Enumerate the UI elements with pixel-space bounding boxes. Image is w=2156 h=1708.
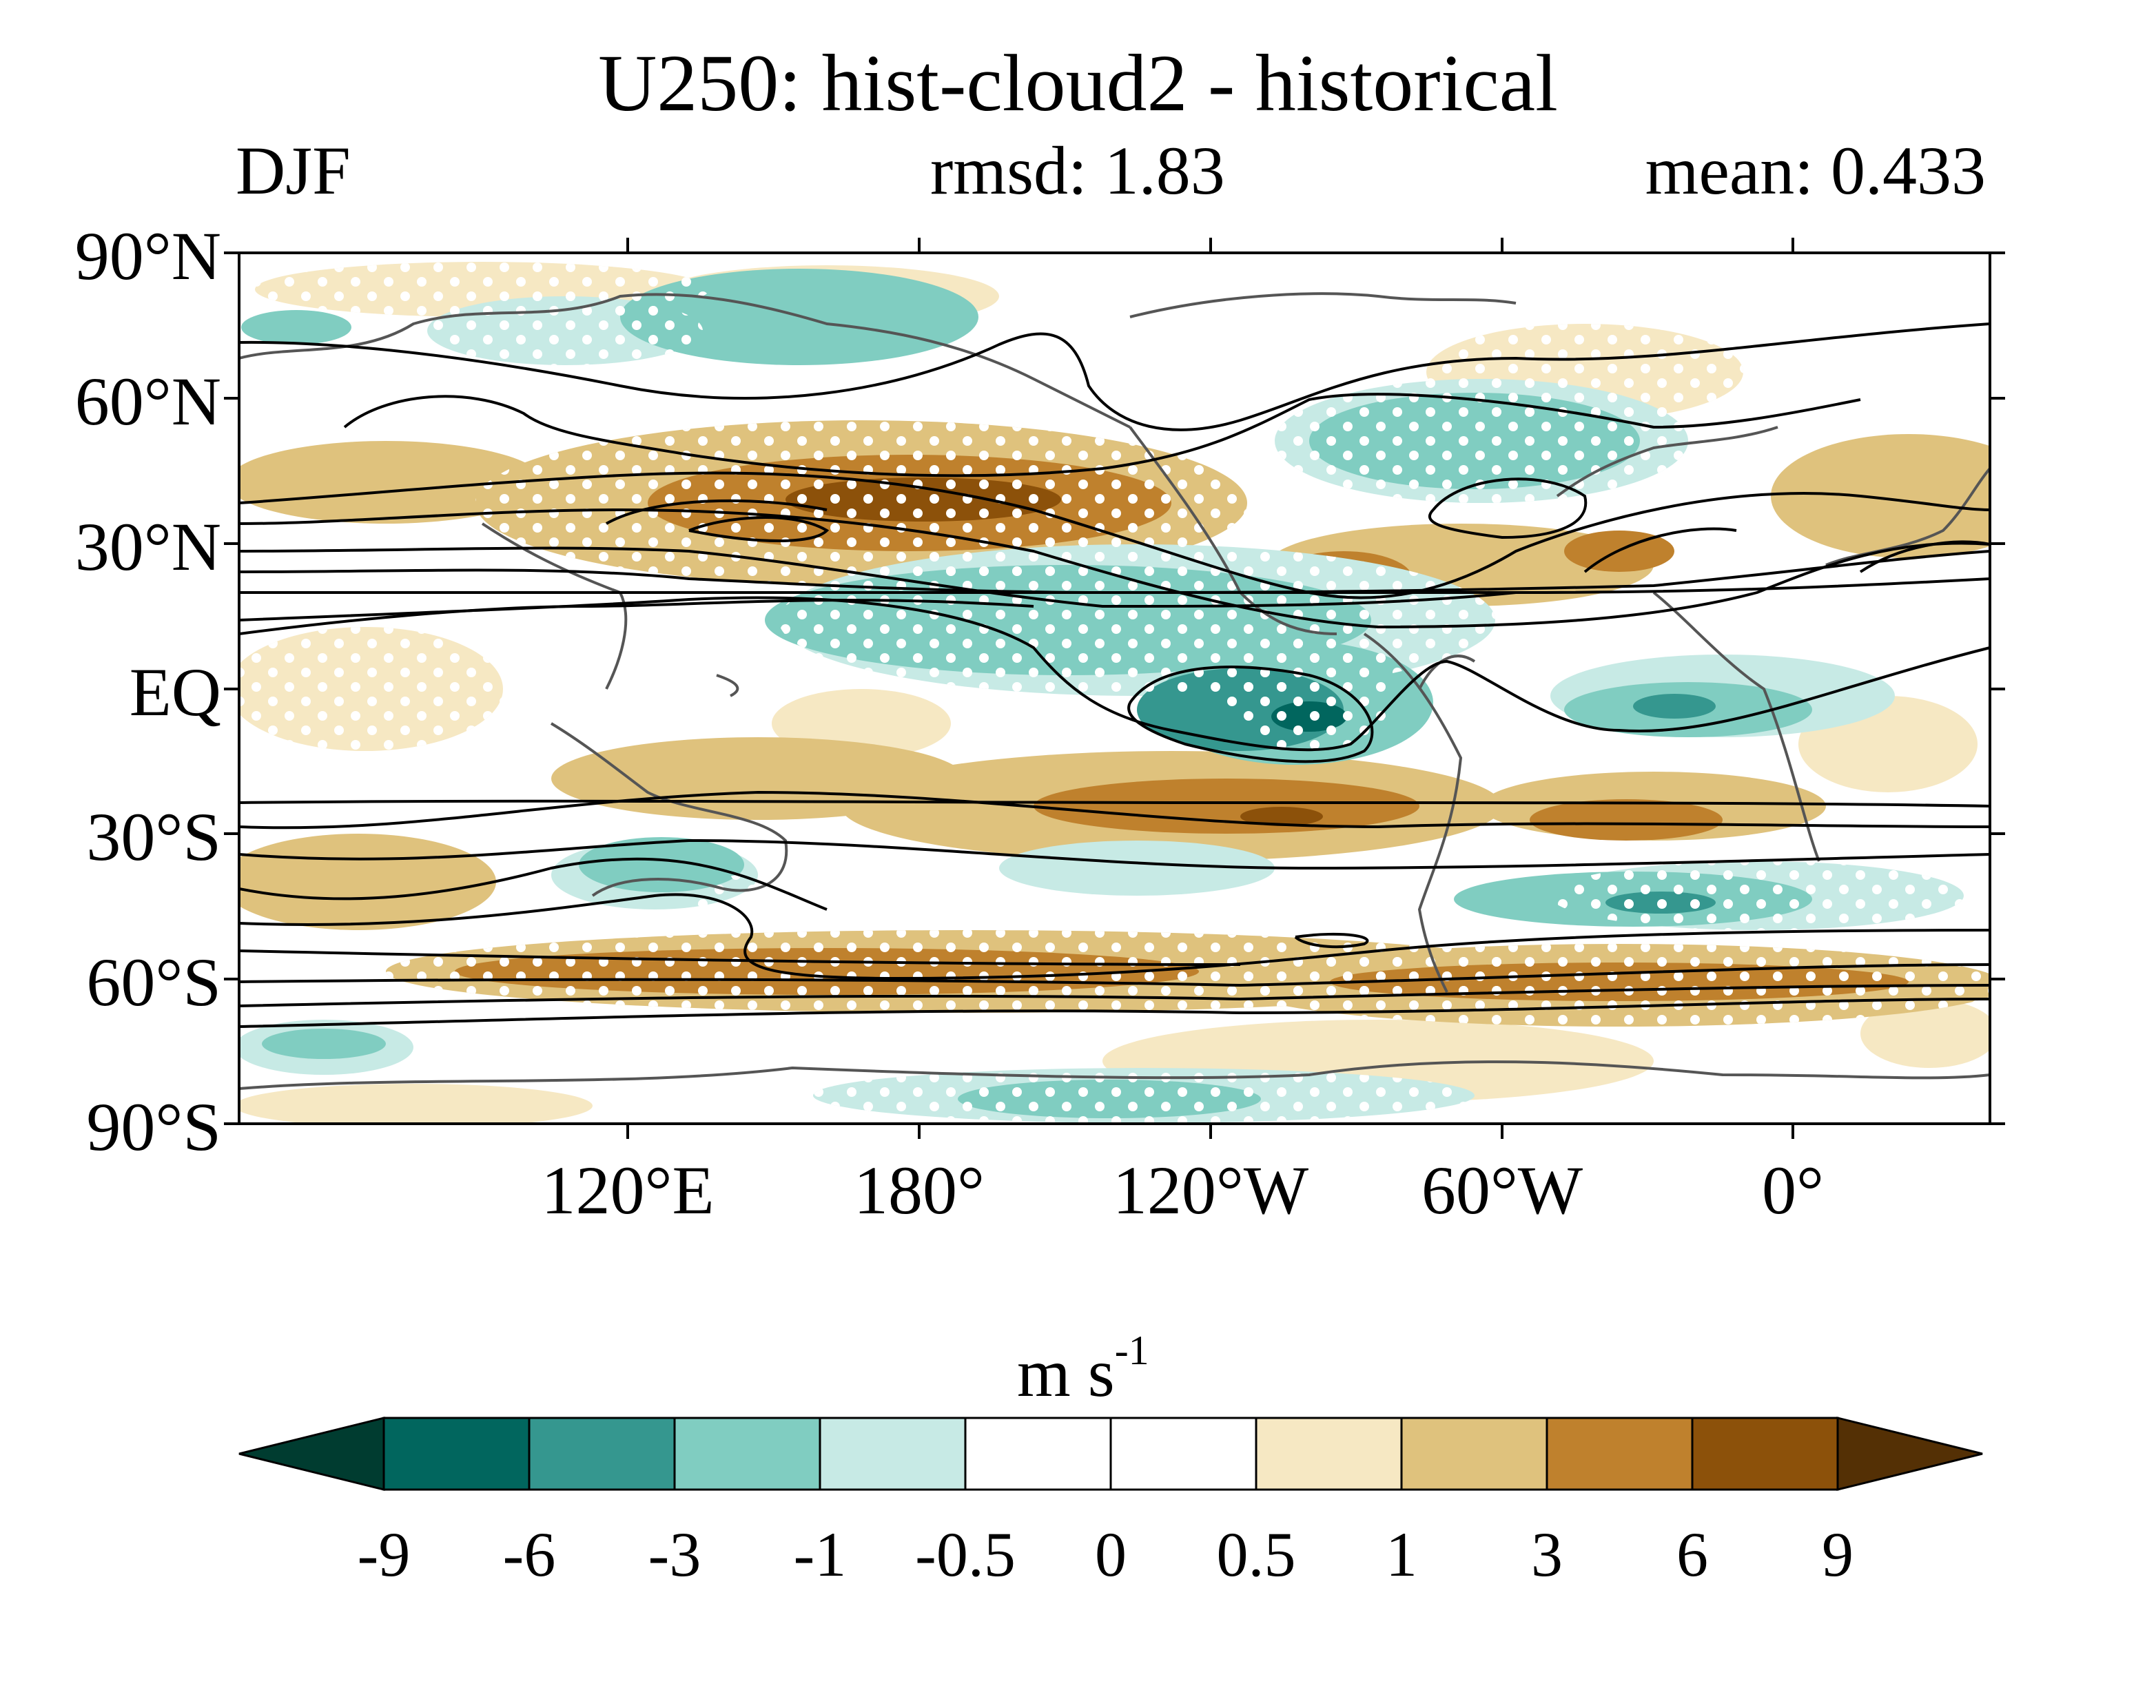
rmsd-label: rmsd: 1.83 [930, 132, 1225, 209]
significance-stippling [239, 262, 1990, 1123]
lon-label-120w: 120°W [1112, 1152, 1309, 1228]
lat-label-30s: 30°S [86, 799, 221, 875]
colorbar-tick-label: 0.5 [1216, 1519, 1296, 1589]
climatology-contours [239, 322, 1990, 1028]
lon-label-60w: 60°W [1421, 1152, 1583, 1228]
colorbar-tick-label: 1 [1386, 1519, 1417, 1589]
lon-label-120e: 120°E [541, 1152, 715, 1228]
colorbar-tick-label: -9 [357, 1519, 411, 1589]
colorbar-box [1109, 1417, 1257, 1491]
colorbar-tick-label: -6 [502, 1519, 556, 1589]
lat-label-30n: 30°N [74, 508, 221, 585]
colorbar-extend-max [1836, 1417, 1983, 1491]
lon-label-0: 0° [1762, 1152, 1824, 1228]
colorbar-tick-label: 9 [1822, 1519, 1854, 1589]
mean-label: mean: 0.433 [1645, 132, 1986, 209]
colorbar-box [1255, 1417, 1403, 1491]
colorbar-tick-label: -1 [793, 1519, 847, 1589]
colorbar-box [673, 1417, 821, 1491]
colorbar-box [382, 1417, 531, 1491]
season-label: DJF [236, 132, 351, 209]
lat-label-90s: 90°S [86, 1089, 221, 1165]
lat-label-90n: 90°N [74, 218, 221, 294]
colorbar-box [1546, 1417, 1694, 1491]
lat-label-eq: EQ [129, 654, 221, 730]
colorbar-box [964, 1417, 1112, 1491]
figure-title: U250: hist-cloud2 - historical [598, 38, 1558, 128]
colorbar-units: m s-1 [1017, 1330, 1149, 1408]
lat-label-60n: 60°N [74, 363, 221, 440]
coastlines [239, 292, 1990, 1090]
colorbar-box [528, 1417, 676, 1491]
axis-ticks [224, 238, 2005, 1139]
colorbar-extend-min [238, 1417, 385, 1491]
colorbar-box [1691, 1417, 1839, 1491]
colorbar-box [819, 1417, 967, 1491]
colorbar-tick-label: 6 [1676, 1519, 1708, 1589]
colorbar [238, 1417, 1983, 1491]
lat-label-60s: 60°S [86, 944, 221, 1020]
colorbar-tick-label: 3 [1531, 1519, 1563, 1589]
colorbar-tick-label: 0 [1095, 1519, 1127, 1589]
colorbar-tick-label: -0.5 [915, 1519, 1016, 1589]
units-base: m s [1017, 1335, 1115, 1411]
colorbar-tick-label: -3 [648, 1519, 701, 1589]
units-exponent: -1 [1114, 1328, 1149, 1373]
map-field [239, 253, 1990, 1124]
lon-label-180: 180° [854, 1152, 985, 1228]
colorbar-box [1400, 1417, 1548, 1491]
